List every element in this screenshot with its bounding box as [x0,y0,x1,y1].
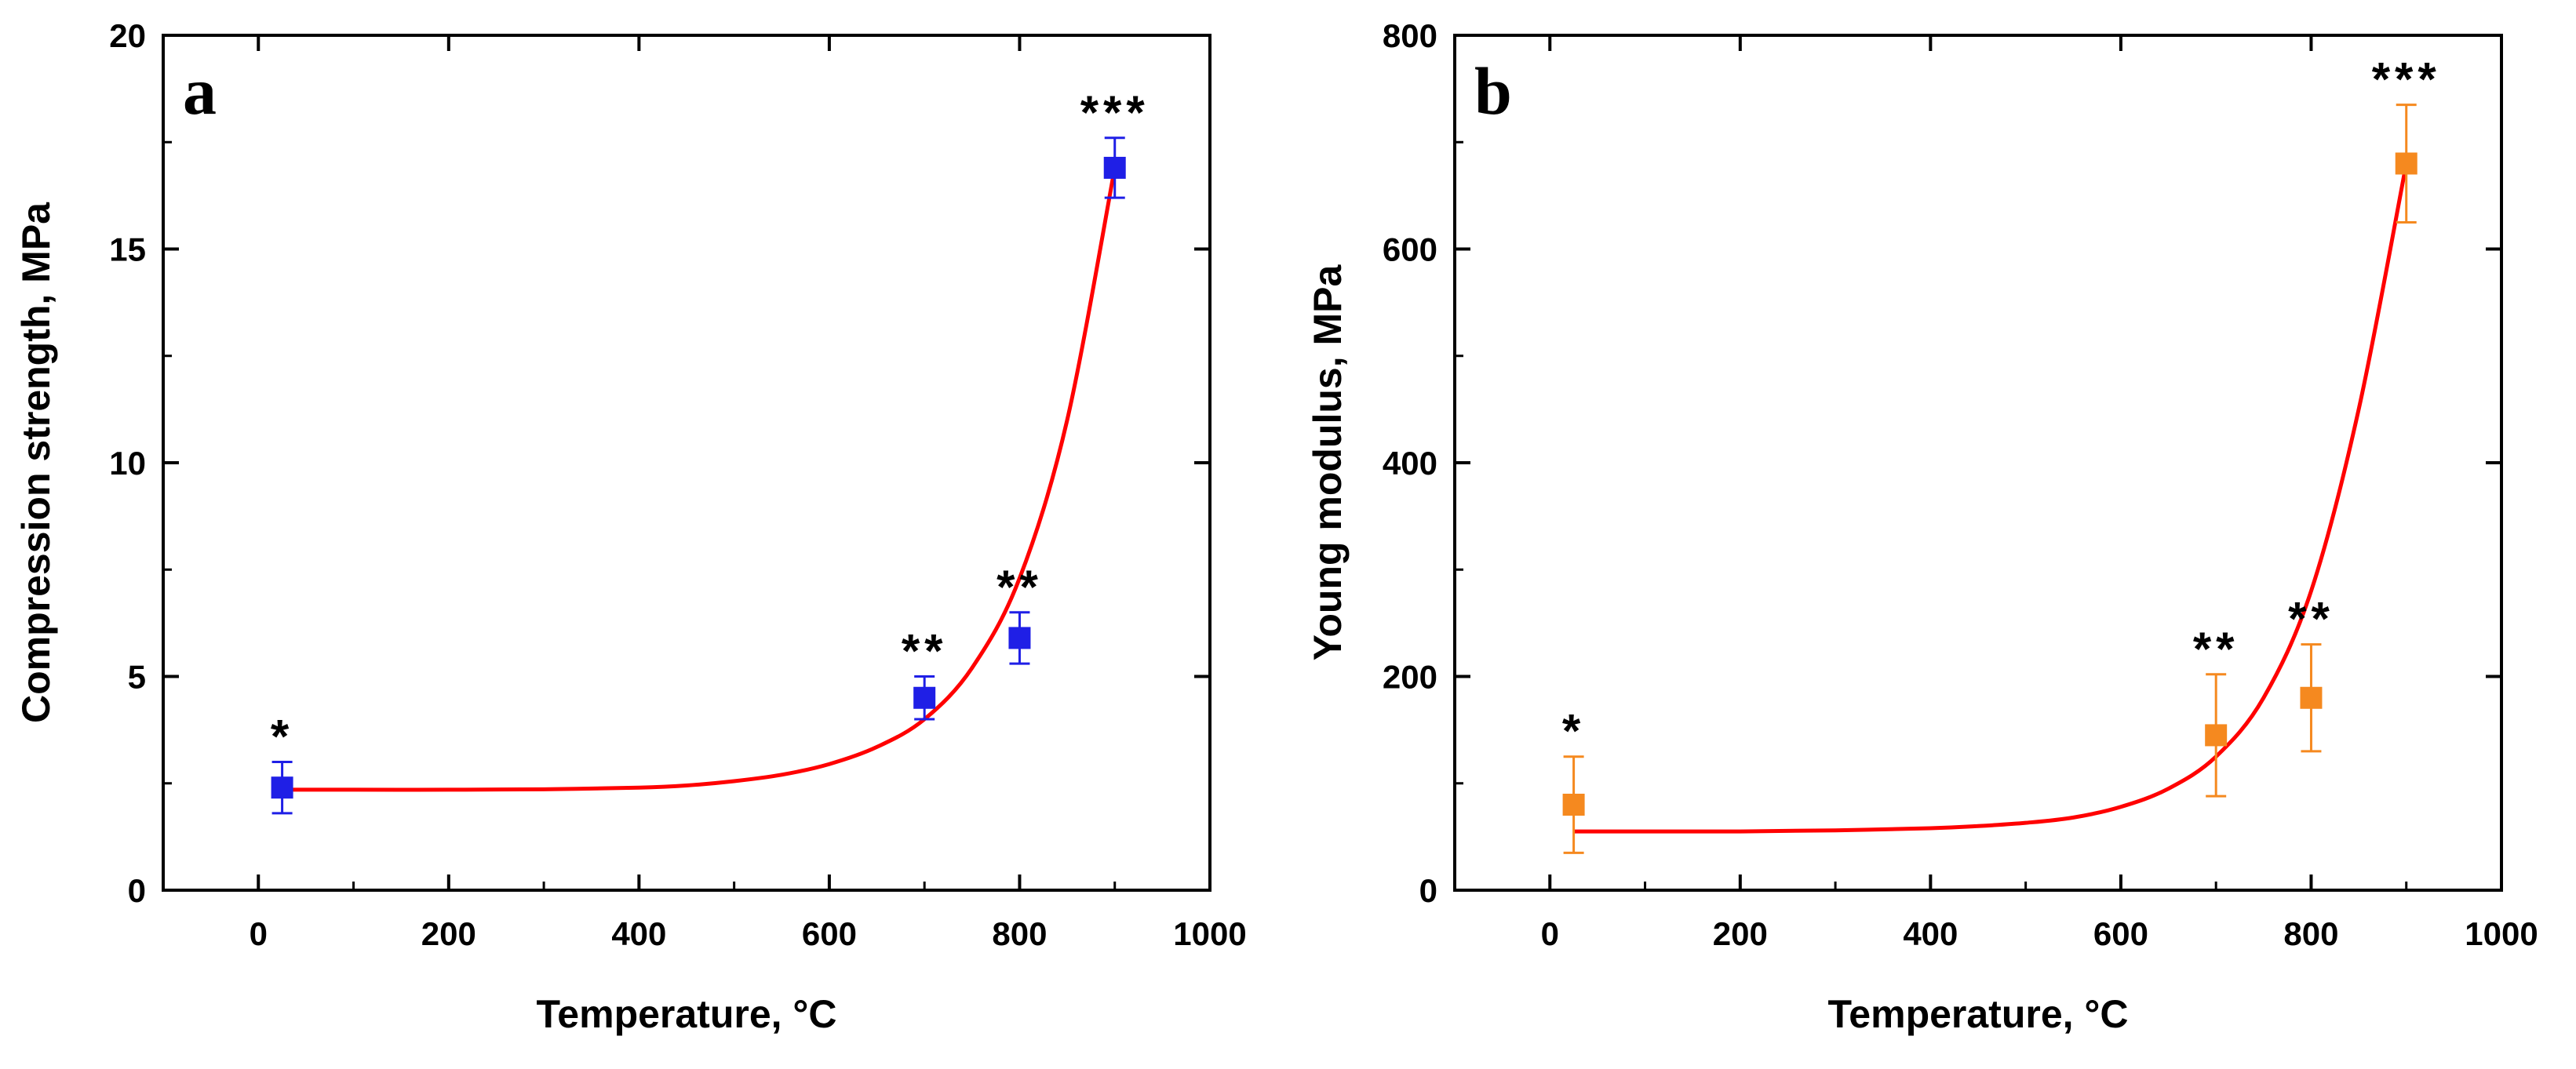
x-tick-label: 1000 [2465,915,2538,952]
data-point [2300,686,2323,709]
y-tick-label: 200 [1383,659,1437,696]
y-axis-label: Young modulus, MPa [1306,264,1350,661]
x-axis-label: Temperature, °C [536,992,836,1036]
data-point [1562,794,1585,816]
y-tick-label: 800 [1383,17,1437,54]
data-point [271,776,293,799]
y-axis-label: Compression strength, MPa [14,202,58,723]
y-tick-label: 10 [109,445,146,482]
y-tick-label: 5 [128,659,146,696]
y-tick-label: 0 [128,872,146,909]
data-point [2395,152,2418,175]
y-tick-label: 0 [1419,872,1437,909]
x-tick-label: 1000 [1173,915,1246,952]
significance-label: *** [2372,53,2441,106]
significance-label: ** [997,561,1043,613]
x-tick-label: 400 [1903,915,1958,952]
data-point [1103,156,1126,179]
data-point [2205,724,2228,747]
x-tick-label: 600 [802,915,857,952]
significance-label: *** [1080,86,1150,139]
panel-a: 0 200 400 600 800 1000 0 5 10 15 20 Temperature, °C… [14,17,1247,1036]
x-axis-label: Temperature, °C [1827,992,2128,1036]
x-tick-label: 200 [1713,915,1768,952]
fit-curve [1573,163,2409,834]
significance-label: * [1562,705,1585,758]
panel-letter: a [183,53,217,129]
plot-frame [162,34,1211,892]
x-tick-label: 200 [421,915,476,952]
y-tick-label: 600 [1383,231,1437,268]
y-tick-label: 400 [1383,445,1437,482]
y-tick-label: 15 [109,231,146,268]
x-tick-label: 800 [992,915,1047,952]
data-point [913,686,936,709]
panel-letter: b [1474,53,1512,129]
significance-label: ** [2288,593,2334,645]
significance-label: ** [2193,623,2239,675]
significance-label: * [271,711,293,763]
x-tick-label: 600 [2093,915,2148,952]
data-point [1008,627,1031,649]
x-tick-label: 800 [2283,915,2338,952]
panel-b: 0 200 400 600 800 1000 0 200 400 600 800 Temperatur… [1306,17,2538,1036]
x-tick-label: 0 [1541,915,1559,952]
y-tick-label: 20 [109,17,146,54]
x-tick-label: 0 [250,915,268,952]
x-tick-label: 400 [611,915,666,952]
fit-curve [282,167,1117,792]
significance-label: ** [902,625,948,678]
